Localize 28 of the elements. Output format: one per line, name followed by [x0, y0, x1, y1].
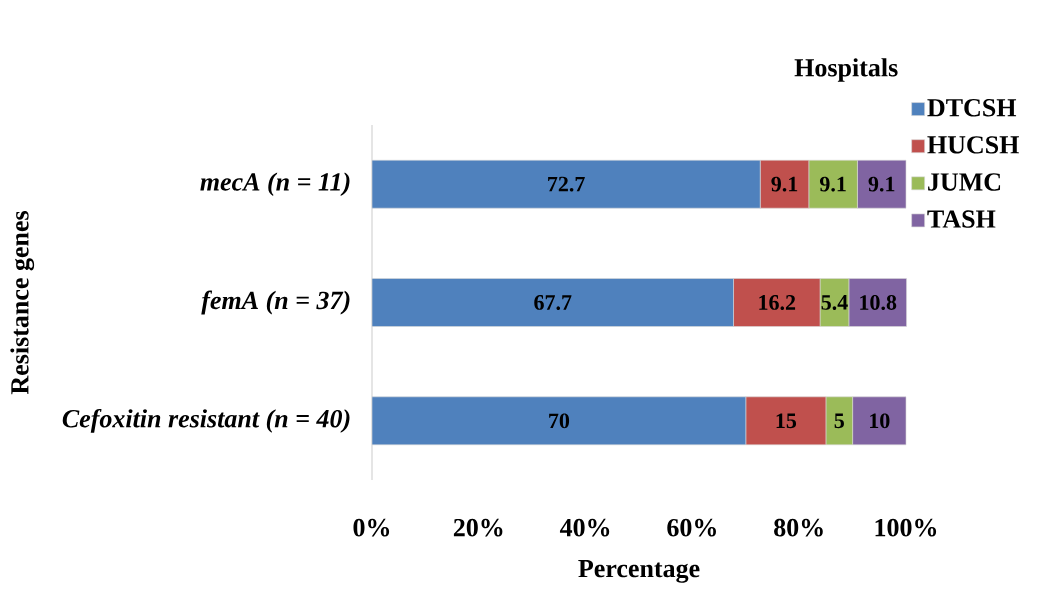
legend-label: DTCSH: [927, 99, 1017, 117]
y-axis-title: Resistance genes: [10, 211, 35, 395]
data-label: 9.1: [771, 176, 798, 192]
x-axis-title: Percentage: [578, 560, 700, 583]
y-tick-label: femA (n = 37): [201, 290, 350, 315]
data-label: 15: [776, 413, 797, 429]
data-label: 16.2: [759, 295, 796, 310]
data-label: 10: [870, 413, 890, 429]
legend-title: Hospitals: [794, 58, 898, 82]
legend-label: JUMC: [928, 173, 1001, 191]
legend-label: TASH: [927, 210, 996, 228]
x-tick-label: 60%: [667, 518, 716, 537]
data-label: 72.7: [548, 176, 585, 192]
legend-label: HUCSH: [927, 136, 1019, 154]
data-label: 70: [549, 413, 570, 429]
data-label: 5.4: [821, 295, 848, 310]
data-label: 10.8: [860, 295, 897, 310]
x-tick-label: 80%: [774, 518, 823, 537]
x-tick-label: 40%: [559, 518, 610, 537]
data-label: 5: [834, 413, 844, 429]
x-tick-label: 100%: [875, 518, 937, 537]
y-tick-label: Cefoxitin resistant (n = 40): [62, 408, 350, 433]
data-label: 67.7: [534, 295, 572, 310]
data-label: 9.1: [868, 176, 895, 192]
x-tick-label: 0%: [353, 518, 390, 537]
x-tick-label: 20%: [453, 518, 503, 537]
y-tick-label: mecA (n = 11): [200, 172, 350, 196]
data-label: 9.1: [819, 176, 846, 192]
